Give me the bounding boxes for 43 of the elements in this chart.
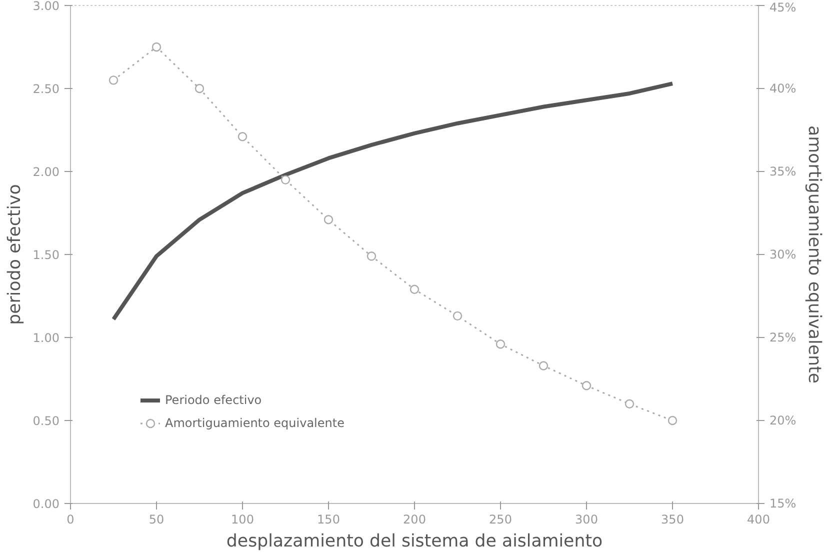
point — [366, 252, 376, 261]
line-series — [112, 82, 674, 322]
y-tick-label: 0.50 — [32, 414, 60, 428]
x-axis-title: desplazamiento del sistema de aislamiento — [226, 532, 603, 552]
y2-tick-label: 40% — [770, 82, 796, 96]
y-tick-label: 0.00 — [32, 497, 60, 511]
point — [582, 381, 592, 390]
y2-tick-label: 15% — [770, 496, 796, 510]
point — [194, 84, 204, 94]
point — [668, 416, 678, 426]
y-axis-title: periodo efectivo — [4, 184, 25, 325]
point — [152, 42, 162, 52]
y2-tick-label: 30% — [770, 248, 796, 262]
x-tick-label: 100 — [231, 512, 254, 526]
point — [108, 76, 118, 85]
point — [324, 215, 334, 224]
x-tick-label: 50 — [148, 512, 164, 526]
y2-tick-label: 35% — [770, 164, 796, 178]
x-tick-label: 350 — [661, 512, 684, 526]
point — [538, 361, 548, 370]
y-tick-label: 2.50 — [32, 82, 60, 96]
y-tick-label: 2.00 — [32, 165, 60, 179]
x-tick-label: 150 — [317, 512, 340, 526]
y2-tick-label: 25% — [770, 330, 796, 344]
y2-tick-label: 20% — [770, 414, 796, 428]
legend-label: Periodo efectivo — [165, 393, 262, 407]
y2-tick-label: 45% — [770, 0, 796, 14]
x-tick-label: 400 — [747, 512, 770, 526]
point — [496, 340, 506, 349]
x-tick-label: 250 — [489, 512, 512, 526]
x-tick-label: 200 — [403, 512, 426, 526]
y-tick-label: 1.50 — [32, 248, 60, 262]
point — [410, 284, 420, 294]
point — [280, 175, 290, 184]
y2-axis-title: amortiguamiento equivalente — [804, 126, 824, 384]
point — [452, 311, 462, 321]
point — [238, 132, 248, 142]
x-tick-label: 300 — [575, 512, 598, 526]
y-tick-label: 1.00 — [32, 331, 60, 345]
y-tick-label: 3.00 — [32, 0, 60, 13]
point — [624, 399, 634, 408]
legend-label: Amortiguamiento equivalente — [165, 416, 344, 430]
x-tick-label: 0 — [66, 512, 74, 526]
